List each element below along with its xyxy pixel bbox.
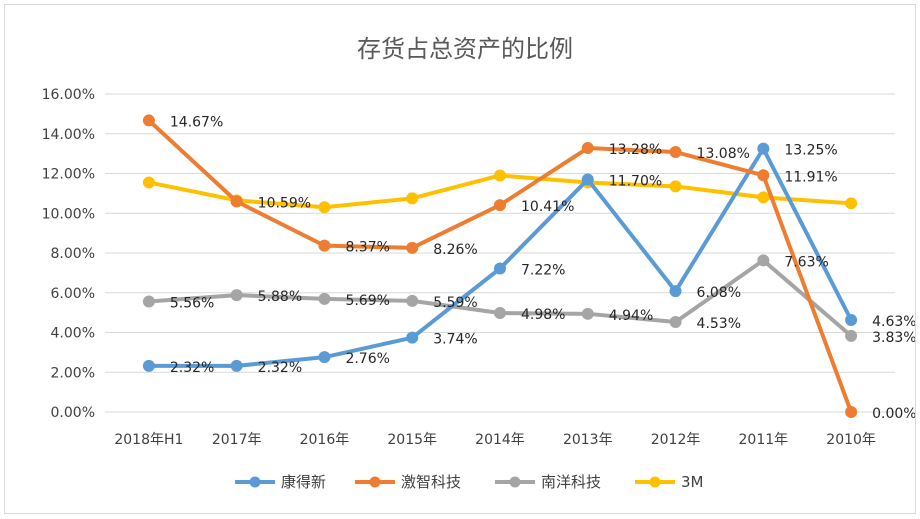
data-point xyxy=(669,315,682,328)
data-labels: 2.32% 2.32% 2.76% 3.74% 7.22% 11.70% 6.08% 13.2… xyxy=(170,114,915,422)
data-point xyxy=(845,313,858,326)
data-label: 13.08% xyxy=(697,146,750,162)
chart-title: 存货占总资产的比例 xyxy=(357,35,573,63)
data-label: 4.94% xyxy=(609,308,653,324)
y-tick-label: 4.00% xyxy=(51,326,95,342)
data-point xyxy=(406,294,419,307)
data-point xyxy=(318,239,331,252)
chart-frame: 存货占总资产的比例 0.00% 2.00% 4.00% 6.00% 8.00% 10.00… xyxy=(4,4,916,514)
data-point xyxy=(142,359,155,372)
y-tick-label: 10.00% xyxy=(42,206,95,222)
legend-label: 南洋科技 xyxy=(541,473,601,491)
data-point xyxy=(494,307,506,320)
data-point xyxy=(406,241,419,254)
data-point xyxy=(757,254,770,267)
data-point xyxy=(406,192,419,205)
y-axis-ticks: 0.00% 2.00% 4.00% 6.00% 8.00% 10.00% 12.00% 14.… xyxy=(42,87,95,421)
data-point xyxy=(845,329,858,342)
legend: 康得新 激智科技 南洋科技 3M xyxy=(235,473,704,491)
data-point xyxy=(318,292,331,305)
data-label: 5.59% xyxy=(433,295,477,311)
data-point xyxy=(669,146,682,159)
data-label: 3.74% xyxy=(433,332,477,348)
data-point xyxy=(406,331,419,344)
data-point xyxy=(318,351,331,364)
x-tick-label: 2010年 xyxy=(826,432,876,448)
x-tick-label: 2014年 xyxy=(475,432,525,448)
data-label: 14.67% xyxy=(170,114,223,130)
data-label: 11.70% xyxy=(609,173,662,189)
x-tick-label: 2011年 xyxy=(739,432,789,448)
data-label: 2.32% xyxy=(258,360,302,376)
legend-marker xyxy=(649,476,661,488)
y-tick-label: 6.00% xyxy=(51,286,95,302)
data-label: 5.88% xyxy=(258,289,302,305)
x-axis-ticks: 2018年H1 2017年 2016年 2015年 2014年 2013年 2012年 201… xyxy=(114,432,876,448)
legend-label: 康得新 xyxy=(281,473,326,491)
data-label: 13.28% xyxy=(609,142,662,158)
data-label: 0.00% xyxy=(872,406,915,422)
data-point xyxy=(669,180,682,193)
data-point xyxy=(494,169,506,182)
data-point xyxy=(318,201,331,214)
x-tick-label: 2012年 xyxy=(651,432,701,448)
data-label: 10.41% xyxy=(521,199,574,215)
legend-label: 激智科技 xyxy=(401,473,461,491)
data-label: 4.63% xyxy=(872,314,915,330)
data-label: 13.25% xyxy=(784,143,837,159)
data-point xyxy=(230,195,243,208)
y-tick-label: 2.00% xyxy=(51,365,95,381)
y-tick-label: 16.00% xyxy=(42,87,95,103)
data-label: 7.22% xyxy=(521,263,565,279)
data-point xyxy=(230,289,243,302)
data-point xyxy=(142,114,155,127)
data-label: 10.59% xyxy=(258,196,311,212)
data-point xyxy=(494,199,506,212)
y-tick-label: 0.00% xyxy=(51,405,95,421)
y-tick-label: 14.00% xyxy=(42,127,95,143)
data-label: 11.91% xyxy=(784,169,837,185)
data-label: 8.26% xyxy=(433,242,477,258)
data-point xyxy=(581,307,594,320)
legend-marker xyxy=(369,476,381,488)
data-point xyxy=(581,142,594,155)
data-point xyxy=(581,173,594,186)
legend-label: 3M xyxy=(681,473,704,491)
x-tick-label: 2018年H1 xyxy=(114,432,183,448)
x-tick-label: 2017年 xyxy=(212,432,262,448)
x-tick-label: 2015年 xyxy=(387,432,437,448)
data-label: 5.69% xyxy=(345,293,389,309)
data-point xyxy=(757,169,770,182)
x-tick-label: 2016年 xyxy=(300,432,350,448)
data-point xyxy=(669,285,682,298)
data-label: 6.08% xyxy=(697,285,741,301)
data-point xyxy=(845,197,858,210)
line-chart: 存货占总资产的比例 0.00% 2.00% 4.00% 6.00% 8.00% 10.00… xyxy=(42,35,915,491)
data-label: 4.98% xyxy=(521,307,565,323)
series-lines xyxy=(142,114,858,418)
y-tick-label: 12.00% xyxy=(42,167,95,183)
legend-marker xyxy=(509,476,521,488)
x-tick-label: 2013年 xyxy=(563,432,613,448)
data-label: 5.56% xyxy=(170,295,214,311)
data-label: 4.53% xyxy=(697,316,741,332)
y-tick-label: 8.00% xyxy=(51,246,95,262)
legend-marker xyxy=(249,476,261,488)
data-point xyxy=(142,295,155,308)
data-label: 7.63% xyxy=(784,254,828,270)
data-label: 2.76% xyxy=(345,351,389,367)
data-label: 8.37% xyxy=(345,240,389,256)
data-point xyxy=(142,176,155,189)
data-point xyxy=(757,191,770,204)
data-point xyxy=(230,359,243,372)
data-label: 2.32% xyxy=(170,360,214,376)
data-point xyxy=(845,406,858,418)
data-point xyxy=(494,262,506,275)
data-label: 3.83% xyxy=(872,330,915,346)
data-point xyxy=(757,142,770,155)
